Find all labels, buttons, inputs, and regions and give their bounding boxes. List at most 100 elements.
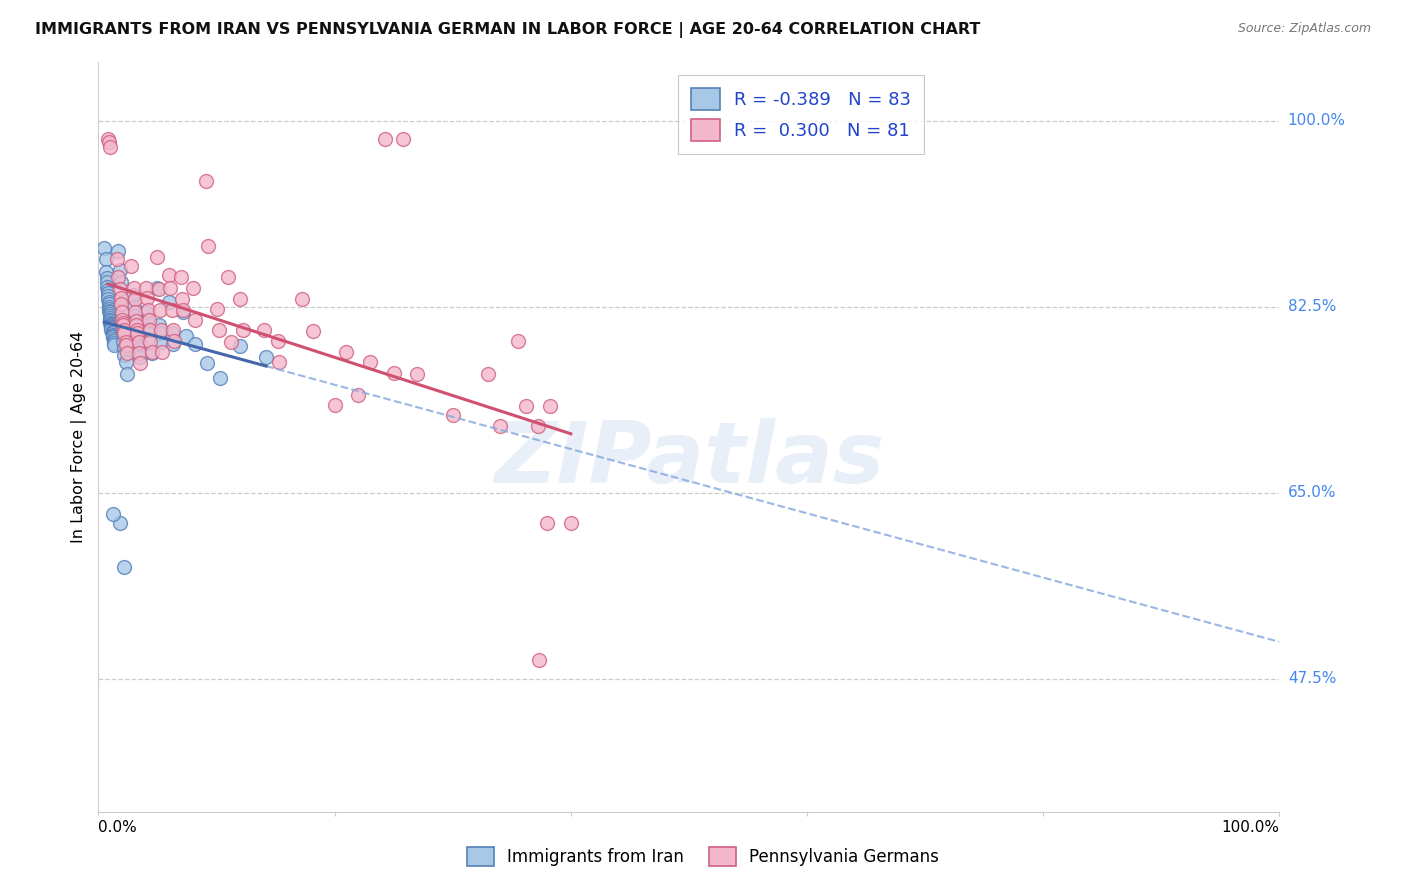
Point (347, 388, 370, 402)
Point (526, 418, 548, 433)
Point (112, 326, 135, 341)
Point (112, 560, 135, 574)
Point (112, 334, 135, 349)
Point (98, 140, 121, 154)
Point (128, 334, 150, 349)
Point (392, 132, 415, 146)
Point (197, 239, 219, 253)
Point (98, 312, 121, 326)
Point (97, 289, 120, 303)
Point (159, 281, 181, 295)
Point (290, 293, 312, 307)
Text: 65.0%: 65.0% (1288, 485, 1336, 500)
Point (101, 328, 124, 343)
Point (111, 307, 134, 321)
Point (184, 337, 207, 351)
Point (150, 334, 173, 349)
Point (253, 323, 276, 337)
Point (148, 318, 170, 332)
Point (135, 314, 157, 328)
Point (125, 314, 148, 328)
Point (229, 339, 252, 353)
Point (98, 314, 121, 328)
Point (141, 344, 163, 359)
Point (170, 270, 193, 285)
Point (101, 327, 124, 342)
Point (157, 294, 180, 309)
Text: IMMIGRANTS FROM IRAN VS PENNSYLVANIA GERMAN IN LABOR FORCE | AGE 20-64 CORRELATI: IMMIGRANTS FROM IRAN VS PENNSYLVANIA GER… (35, 22, 980, 38)
Point (112, 323, 135, 337)
Point (127, 332, 149, 346)
Text: 0.0%: 0.0% (98, 821, 138, 835)
Point (100, 318, 122, 332)
Point (174, 328, 197, 343)
Point (96, 279, 118, 293)
Point (149, 326, 172, 341)
Point (94, 265, 117, 279)
Point (125, 326, 148, 341)
Point (141, 345, 163, 359)
Point (93, 242, 115, 256)
Point (115, 345, 138, 359)
Point (115, 367, 138, 381)
Point (101, 507, 124, 521)
Legend: Immigrants from Iran, Pennsylvania Germans: Immigrants from Iran, Pennsylvania Germa… (460, 840, 946, 873)
Point (122, 300, 145, 314)
Point (138, 312, 160, 326)
Point (128, 350, 150, 364)
Point (146, 281, 169, 295)
Y-axis label: In Labor Force | Age 20-64: In Labor Force | Age 20-64 (72, 331, 87, 543)
Point (135, 292, 157, 306)
Point (359, 355, 381, 369)
Point (98, 305, 121, 319)
Legend: R = -0.389   N = 83, R =  0.300   N = 81: R = -0.389 N = 83, R = 0.300 N = 81 (678, 75, 924, 153)
Point (98, 296, 121, 310)
Point (98, 135, 121, 149)
Point (138, 334, 160, 348)
Point (97, 286, 120, 301)
Point (160, 303, 183, 318)
Point (110, 296, 132, 310)
Point (108, 516, 131, 530)
Point (269, 355, 291, 369)
Point (96, 276, 118, 290)
Point (97, 293, 120, 307)
Point (560, 516, 582, 530)
Point (103, 336, 125, 351)
Point (96, 271, 118, 285)
Point (100, 321, 122, 335)
Point (103, 334, 125, 348)
Text: 82.5%: 82.5% (1288, 300, 1336, 314)
Point (111, 323, 134, 337)
Point (124, 293, 146, 307)
Point (94, 252, 117, 266)
Point (128, 343, 150, 357)
Point (127, 323, 149, 337)
Point (515, 399, 537, 413)
Point (98, 316, 121, 330)
Point (219, 334, 242, 349)
Point (254, 350, 277, 364)
Point (97, 283, 120, 297)
Point (111, 312, 134, 326)
Point (209, 371, 232, 385)
Point (108, 282, 131, 296)
Point (146, 250, 169, 264)
Point (139, 334, 162, 349)
Point (124, 310, 146, 324)
Point (536, 516, 558, 530)
Point (103, 332, 125, 346)
Point (121, 260, 143, 274)
Point (124, 305, 146, 319)
Point (125, 320, 148, 334)
Point (101, 326, 124, 340)
Point (217, 270, 239, 285)
Point (112, 348, 135, 362)
Point (136, 322, 159, 336)
Point (101, 329, 124, 343)
Point (162, 337, 184, 351)
Point (205, 301, 228, 316)
Point (98, 301, 121, 316)
Point (98, 304, 121, 318)
Point (335, 344, 357, 359)
